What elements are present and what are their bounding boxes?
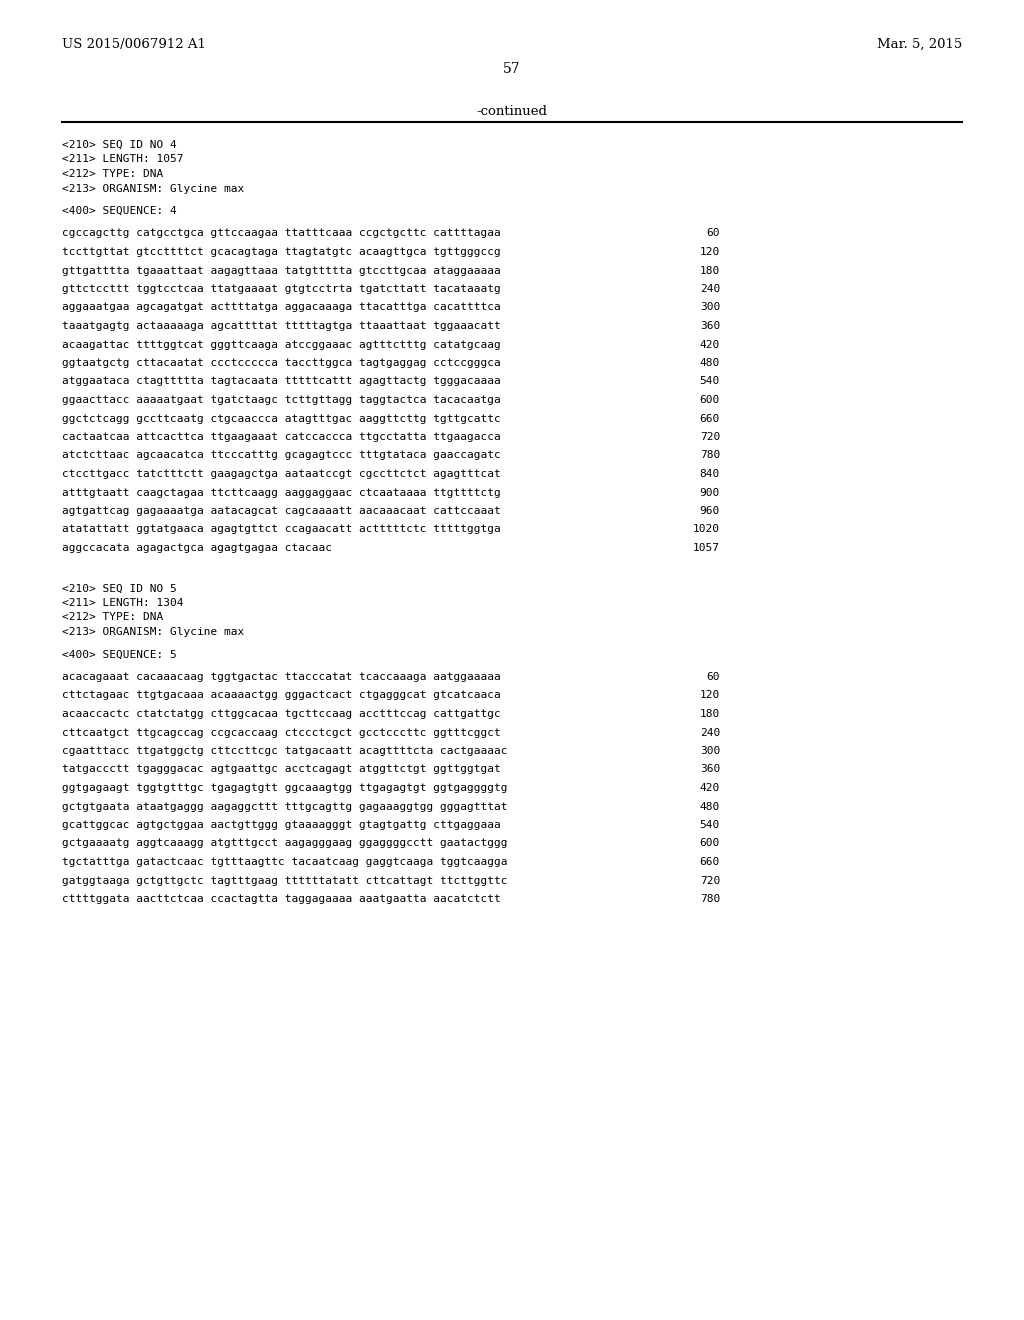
Text: ggaacttacc aaaaatgaat tgatctaagc tcttgttagg taggtactca tacacaatga: ggaacttacc aaaaatgaat tgatctaagc tcttgtt… [62,395,501,405]
Text: cttctagaac ttgtgacaaa acaaaactgg gggactcact ctgagggcat gtcatcaaca: cttctagaac ttgtgacaaa acaaaactgg gggactc… [62,690,501,701]
Text: atttgtaatt caagctagaa ttcttcaagg aaggaggaac ctcaataaaa ttgttttctg: atttgtaatt caagctagaa ttcttcaagg aaggagg… [62,487,501,498]
Text: gatggtaaga gctgttgctc tagtttgaag ttttttatatt cttcattagt ttcttggttc: gatggtaaga gctgttgctc tagtttgaag tttttta… [62,875,508,886]
Text: 240: 240 [699,284,720,294]
Text: 300: 300 [699,746,720,756]
Text: 660: 660 [699,413,720,424]
Text: atctcttaac agcaacatca ttcccatttg gcagagtccc tttgtataca gaaccagatc: atctcttaac agcaacatca ttcccatttg gcagagt… [62,450,501,461]
Text: gctgtgaata ataatgaggg aagaggcttt tttgcagttg gagaaaggtgg gggagtttat: gctgtgaata ataatgaggg aagaggcttt tttgcag… [62,801,508,812]
Text: cgaatttacc ttgatggctg cttccttcgc tatgacaatt acagttttcta cactgaaaac: cgaatttacc ttgatggctg cttccttcgc tatgaca… [62,746,508,756]
Text: ggtgagaagt tggtgtttgc tgagagtgtt ggcaaagtgg ttgagagtgt ggtgaggggtg: ggtgagaagt tggtgtttgc tgagagtgtt ggcaaag… [62,783,508,793]
Text: tccttgttat gtccttttct gcacagtaga ttagtatgtc acaagttgca tgttgggccg: tccttgttat gtccttttct gcacagtaga ttagtat… [62,247,501,257]
Text: cactaatcaa attcacttca ttgaagaaat catccaccca ttgcctatta ttgaagacca: cactaatcaa attcacttca ttgaagaaat catccac… [62,432,501,442]
Text: -continued: -continued [476,106,548,117]
Text: <212> TYPE: DNA: <212> TYPE: DNA [62,612,163,623]
Text: aggaaatgaa agcagatgat acttttatga aggacaaaga ttacatttga cacattttca: aggaaatgaa agcagatgat acttttatga aggacaa… [62,302,501,313]
Text: 480: 480 [699,358,720,368]
Text: agtgattcag gagaaaatga aatacagcat cagcaaaatt aacaaacaat cattccaaat: agtgattcag gagaaaatga aatacagcat cagcaaa… [62,506,501,516]
Text: ggctctcagg gccttcaatg ctgcaaccca atagtttgac aaggttcttg tgttgcattc: ggctctcagg gccttcaatg ctgcaaccca atagttt… [62,413,501,424]
Text: 1020: 1020 [693,524,720,535]
Text: 420: 420 [699,783,720,793]
Text: <211> LENGTH: 1057: <211> LENGTH: 1057 [62,154,183,165]
Text: 780: 780 [699,894,720,904]
Text: ggtaatgctg cttacaatat ccctccccca taccttggca tagtgaggag cctccgggca: ggtaatgctg cttacaatat ccctccccca taccttg… [62,358,501,368]
Text: 120: 120 [699,690,720,701]
Text: <213> ORGANISM: Glycine max: <213> ORGANISM: Glycine max [62,183,245,194]
Text: gttctccttt tggtcctcaa ttatgaaaat gtgtcctrta tgatcttatt tacataaatg: gttctccttt tggtcctcaa ttatgaaaat gtgtcct… [62,284,501,294]
Text: cttttggata aacttctcaa ccactagtta taggagaaaa aaatgaatta aacatctctt: cttttggata aacttctcaa ccactagtta taggaga… [62,894,501,904]
Text: tgctatttga gatactcaac tgtttaagttc tacaatcaag gaggtcaaga tggtcaagga: tgctatttga gatactcaac tgtttaagttc tacaat… [62,857,508,867]
Text: 180: 180 [699,265,720,276]
Text: 1057: 1057 [693,543,720,553]
Text: 60: 60 [707,228,720,239]
Text: 540: 540 [699,376,720,387]
Text: Mar. 5, 2015: Mar. 5, 2015 [877,38,962,51]
Text: 720: 720 [699,432,720,442]
Text: <400> SEQUENCE: 4: <400> SEQUENCE: 4 [62,206,177,216]
Text: 240: 240 [699,727,720,738]
Text: 960: 960 [699,506,720,516]
Text: 480: 480 [699,801,720,812]
Text: 840: 840 [699,469,720,479]
Text: 300: 300 [699,302,720,313]
Text: 180: 180 [699,709,720,719]
Text: taaatgagtg actaaaaaga agcattttat tttttagtga ttaaattaat tggaaacatt: taaatgagtg actaaaaaga agcattttat tttttag… [62,321,501,331]
Text: US 2015/0067912 A1: US 2015/0067912 A1 [62,38,206,51]
Text: <211> LENGTH: 1304: <211> LENGTH: 1304 [62,598,183,609]
Text: <210> SEQ ID NO 4: <210> SEQ ID NO 4 [62,140,177,150]
Text: <213> ORGANISM: Glycine max: <213> ORGANISM: Glycine max [62,627,245,638]
Text: 57: 57 [503,62,521,77]
Text: acaagattac ttttggtcat gggttcaaga atccggaaac agtttctttg catatgcaag: acaagattac ttttggtcat gggttcaaga atccgga… [62,339,501,350]
Text: 120: 120 [699,247,720,257]
Text: 780: 780 [699,450,720,461]
Text: 600: 600 [699,838,720,849]
Text: 720: 720 [699,875,720,886]
Text: gctgaaaatg aggtcaaagg atgtttgcct aagagggaag ggaggggcctt gaatactggg: gctgaaaatg aggtcaaagg atgtttgcct aagaggg… [62,838,508,849]
Text: ctccttgacc tatctttctt gaagagctga aataatccgt cgccttctct agagtttcat: ctccttgacc tatctttctt gaagagctga aataatc… [62,469,501,479]
Text: gcattggcac agtgctggaa aactgttggg gtaaaagggt gtagtgattg cttgaggaaa: gcattggcac agtgctggaa aactgttggg gtaaaag… [62,820,501,830]
Text: aggccacata agagactgca agagtgagaa ctacaac: aggccacata agagactgca agagtgagaa ctacaac [62,543,332,553]
Text: 660: 660 [699,857,720,867]
Text: 540: 540 [699,820,720,830]
Text: <212> TYPE: DNA: <212> TYPE: DNA [62,169,163,180]
Text: tatgaccctt tgagggacac agtgaattgc acctcagagt atggttctgt ggttggtgat: tatgaccctt tgagggacac agtgaattgc acctcag… [62,764,501,775]
Text: 420: 420 [699,339,720,350]
Text: 60: 60 [707,672,720,682]
Text: 360: 360 [699,764,720,775]
Text: cttcaatgct ttgcagccag ccgcaccaag ctccctcgct gcctcccttc ggtttcggct: cttcaatgct ttgcagccag ccgcaccaag ctccctc… [62,727,501,738]
Text: 600: 600 [699,395,720,405]
Text: acacagaaat cacaaacaag tggtgactac ttacccatat tcaccaaaga aatggaaaaa: acacagaaat cacaaacaag tggtgactac ttaccca… [62,672,501,682]
Text: atggaataca ctagttttta tagtacaata tttttcattt agagttactg tgggacaaaa: atggaataca ctagttttta tagtacaata tttttca… [62,376,501,387]
Text: gttgatttta tgaaattaat aagagttaaa tatgttttta gtccttgcaa ataggaaaaa: gttgatttta tgaaattaat aagagttaaa tatgttt… [62,265,501,276]
Text: 900: 900 [699,487,720,498]
Text: cgccagcttg catgcctgca gttccaagaa ttatttcaaa ccgctgcttc cattttagaa: cgccagcttg catgcctgca gttccaagaa ttatttc… [62,228,501,239]
Text: 360: 360 [699,321,720,331]
Text: acaaccactc ctatctatgg cttggcacaa tgcttccaag acctttccag cattgattgc: acaaccactc ctatctatgg cttggcacaa tgcttcc… [62,709,501,719]
Text: atatattatt ggtatgaaca agagtgttct ccagaacatt actttttctc tttttggtga: atatattatt ggtatgaaca agagtgttct ccagaac… [62,524,501,535]
Text: <210> SEQ ID NO 5: <210> SEQ ID NO 5 [62,583,177,594]
Text: <400> SEQUENCE: 5: <400> SEQUENCE: 5 [62,649,177,660]
